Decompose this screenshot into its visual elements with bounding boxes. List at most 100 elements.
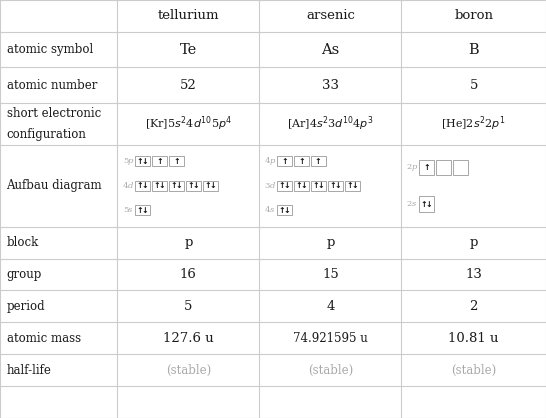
Text: Aufbau diagram: Aufbau diagram: [7, 179, 102, 192]
Text: ↓: ↓: [335, 181, 341, 190]
Text: ↑: ↑: [136, 206, 143, 215]
Text: 5: 5: [184, 300, 193, 313]
Bar: [186, 181, 201, 191]
Text: ↑: ↑: [420, 200, 427, 209]
Bar: [169, 181, 184, 191]
Text: 15: 15: [322, 268, 339, 281]
Text: p: p: [128, 157, 133, 165]
Text: 10.81 u: 10.81 u: [448, 332, 499, 345]
Text: ↓: ↓: [142, 206, 149, 215]
Text: [Kr]5$s^2$4$d^{10}$5$p^4$: [Kr]5$s^2$4$d^{10}$5$p^4$: [145, 115, 232, 133]
Text: short electronic: short electronic: [7, 107, 101, 120]
Text: 52: 52: [180, 79, 197, 92]
Bar: [152, 156, 167, 166]
Text: d: d: [128, 182, 133, 190]
Text: atomic number: atomic number: [7, 79, 97, 92]
Text: block: block: [7, 236, 39, 249]
Text: p: p: [270, 157, 275, 165]
Text: atomic mass: atomic mass: [7, 332, 81, 345]
Text: [Ar]4$s^2$3$d^{10}$4$p^3$: [Ar]4$s^2$3$d^{10}$4$p^3$: [287, 115, 373, 133]
Text: 13: 13: [465, 268, 482, 281]
Text: (stable): (stable): [451, 364, 496, 377]
Text: 4: 4: [326, 300, 335, 313]
Text: 4: 4: [265, 157, 270, 165]
Text: ↑: ↑: [423, 163, 430, 172]
Text: Te: Te: [180, 43, 197, 56]
Text: 2: 2: [407, 163, 412, 171]
Bar: [453, 160, 468, 175]
Text: ↑: ↑: [136, 157, 143, 166]
Text: ↓: ↓: [352, 181, 358, 190]
Text: (stable): (stable): [166, 364, 211, 377]
Text: ↑: ↑: [278, 181, 285, 190]
Bar: [419, 196, 434, 212]
Text: ↑: ↑: [298, 157, 305, 166]
Text: p: p: [470, 236, 478, 249]
Text: ↑: ↑: [295, 181, 302, 190]
Text: 3: 3: [265, 182, 270, 190]
Text: 5: 5: [470, 79, 478, 92]
Text: ↑: ↑: [278, 206, 285, 215]
Bar: [277, 205, 292, 215]
Bar: [135, 181, 150, 191]
Text: ↑: ↑: [204, 181, 211, 190]
Text: ↑: ↑: [156, 157, 163, 166]
Text: tellurium: tellurium: [158, 10, 219, 23]
Text: s: s: [270, 206, 274, 214]
Text: 2: 2: [470, 300, 478, 313]
Bar: [169, 156, 184, 166]
Text: 5: 5: [123, 206, 128, 214]
Text: boron: boron: [454, 10, 493, 23]
Text: 127.6 u: 127.6 u: [163, 332, 213, 345]
Text: (stable): (stable): [308, 364, 353, 377]
Text: s: s: [412, 200, 416, 208]
Text: 74.921595 u: 74.921595 u: [293, 332, 367, 345]
Text: atomic symbol: atomic symbol: [7, 43, 93, 56]
Text: p: p: [412, 163, 417, 171]
Text: half-life: half-life: [7, 364, 51, 377]
Text: s: s: [128, 206, 132, 214]
Text: p: p: [184, 236, 193, 249]
Text: As: As: [321, 43, 340, 56]
Text: 2: 2: [407, 200, 412, 208]
Text: 16: 16: [180, 268, 197, 281]
Text: ↓: ↓: [142, 181, 149, 190]
Bar: [436, 160, 451, 175]
Text: 4: 4: [265, 206, 270, 214]
Text: ↑: ↑: [136, 181, 143, 190]
Bar: [311, 156, 326, 166]
Bar: [328, 181, 343, 191]
Text: ↓: ↓: [301, 181, 307, 190]
Text: ↓: ↓: [426, 200, 432, 209]
Bar: [294, 156, 309, 166]
Text: ↑: ↑: [281, 157, 288, 166]
Bar: [135, 205, 150, 215]
Text: group: group: [7, 268, 42, 281]
Text: 5: 5: [123, 157, 128, 165]
Bar: [135, 156, 150, 166]
Text: ↑: ↑: [170, 181, 177, 190]
Bar: [294, 181, 309, 191]
Text: d: d: [270, 182, 275, 190]
Text: ↓: ↓: [193, 181, 199, 190]
Bar: [311, 181, 326, 191]
Text: ↓: ↓: [176, 181, 182, 190]
Bar: [203, 181, 218, 191]
Text: period: period: [7, 300, 45, 313]
Text: configuration: configuration: [7, 128, 86, 141]
Text: ↑: ↑: [173, 157, 180, 166]
Text: ↑: ↑: [153, 181, 160, 190]
Text: [He]2$s^2$2$p^1$: [He]2$s^2$2$p^1$: [441, 115, 506, 133]
Text: ↓: ↓: [284, 206, 290, 215]
Text: arsenic: arsenic: [306, 10, 355, 23]
Bar: [277, 181, 292, 191]
Text: 4: 4: [123, 182, 128, 190]
Bar: [277, 156, 292, 166]
Bar: [152, 181, 167, 191]
Text: ↓: ↓: [210, 181, 216, 190]
Text: B: B: [468, 43, 479, 56]
Text: ↑: ↑: [329, 181, 336, 190]
Text: ↓: ↓: [142, 157, 149, 166]
Text: 33: 33: [322, 79, 339, 92]
Text: ↑: ↑: [312, 181, 319, 190]
